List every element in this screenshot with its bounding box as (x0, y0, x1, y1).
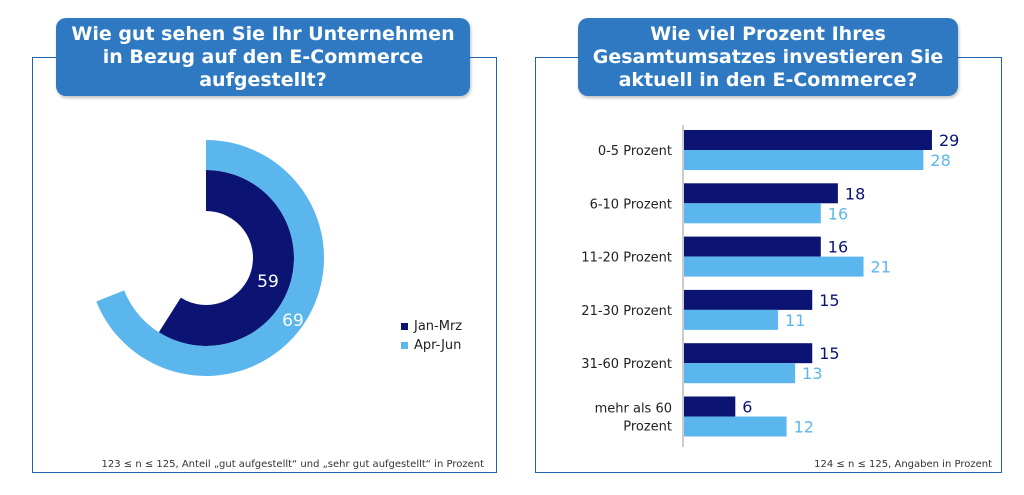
bar-apr-jun (684, 203, 821, 224)
category-label: 31-60 Prozent (581, 357, 672, 372)
bar-jan-mrz (684, 130, 932, 150)
bar-apr-jun (684, 416, 787, 437)
bar-value-label: 15 (819, 291, 839, 310)
category-label: 6-10 Prozent (590, 197, 672, 212)
category-label: Prozent (623, 420, 672, 435)
legend-swatch-apr-jun (401, 342, 408, 349)
bar-value-label: 6 (742, 398, 752, 417)
bar-value-label: 16 (828, 238, 848, 257)
right-chart-title: Wie viel Prozent Ihres Gesamtumsatzes in… (578, 18, 958, 96)
bar-value-label: 13 (802, 364, 822, 383)
bar-value-label: 21 (871, 258, 891, 277)
bar-value-label: 16 (828, 204, 848, 223)
right-footnote: 124 ≤ n ≤ 125, Angaben in Prozent (814, 459, 992, 470)
category-label: 11-20 Prozent (581, 251, 672, 266)
bar-value-label: 29 (939, 131, 959, 150)
bar-jan-mrz (684, 396, 736, 417)
left-footnote: 123 ≤ n ≤ 125, Anteil „gut aufgestellt“ … (101, 459, 485, 470)
bar-apr-jun (684, 150, 924, 170)
radial-bar-jan-mrz (158, 170, 295, 346)
bar-jan-mrz (684, 236, 821, 257)
bar-jan-mrz (684, 343, 813, 364)
bar-value-label: 28 (930, 151, 950, 170)
legend-label-apr-jun: Apr-Jun (414, 338, 461, 353)
left-chart-title: Wie gut sehen Sie Ihr Unternehmen in Bez… (56, 18, 470, 96)
bar-apr-jun (684, 309, 779, 330)
category-label: 21-30 Prozent (581, 304, 672, 319)
bar-value-label: 15 (819, 344, 839, 363)
bar-value-label: 12 (794, 418, 814, 437)
legend-swatch-jan-mrz (401, 323, 408, 330)
category-label: mehr als 60 (595, 402, 672, 417)
bar-value-label: 18 (845, 184, 865, 203)
bar-value-label: 11 (785, 311, 805, 330)
bar-apr-jun (684, 363, 796, 384)
bar-jan-mrz (684, 183, 838, 204)
radial-label-jan-mrz: 59 (257, 272, 279, 292)
legend-label-jan-mrz: Jan-Mrz (413, 319, 462, 334)
bar-apr-jun (684, 256, 864, 277)
category-label: 0-5 Prozent (598, 144, 672, 159)
radial-label-apr-jun: 69 (282, 311, 304, 331)
bar-jan-mrz (684, 289, 813, 310)
